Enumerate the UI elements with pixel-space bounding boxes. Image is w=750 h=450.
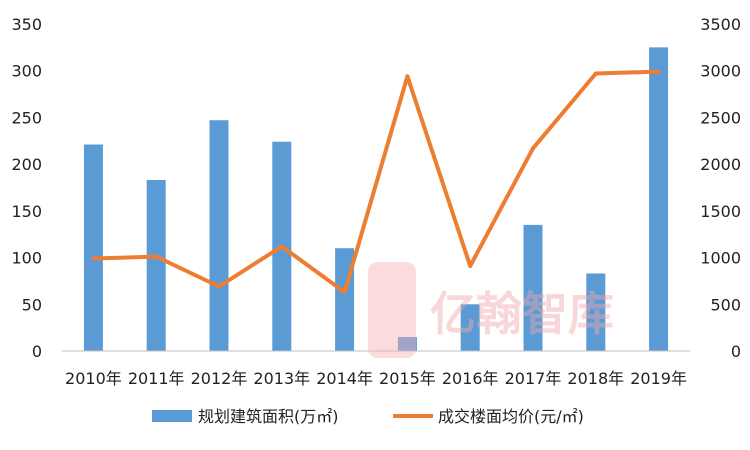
x-tick-label: 2016年 [442, 369, 499, 388]
line-point [405, 74, 410, 79]
x-tick-label: 2014年 [316, 369, 373, 388]
line-point [91, 256, 96, 261]
left-tick-label: 200 [11, 155, 42, 174]
bar [649, 47, 669, 351]
series-line [91, 69, 661, 295]
bar [523, 224, 543, 351]
watermark-logo [368, 262, 416, 358]
right-tick-label: 1500 [700, 202, 741, 221]
right-tick-label: 2000 [700, 155, 741, 174]
line-point [593, 71, 598, 76]
right-tick-label: 500 [710, 295, 741, 314]
left-tick-label: 150 [11, 202, 42, 221]
line-point [531, 146, 535, 151]
line-point [468, 263, 473, 268]
bar [146, 180, 166, 351]
legend-line-label: 成交楼面均价(元/㎡) [438, 407, 584, 426]
x-tick-label: 2012年 [191, 369, 248, 388]
left-tick-label: 0 [32, 342, 42, 361]
line-point [342, 290, 347, 295]
right-axis-ticks: 0 500 1000 1500 2000 2500 3000 3500 [700, 15, 741, 361]
line-point [656, 69, 661, 74]
x-tick-label: 2015年 [379, 369, 436, 388]
bar [83, 144, 103, 351]
right-tick-label: 0 [731, 342, 741, 361]
left-tick-label: 250 [11, 108, 42, 127]
x-axis-ticks: 2010年 2011年 2012年 2013年 2014年 2015年 2016年 2017年… [65, 369, 687, 388]
x-tick-label: 2011年 [128, 369, 185, 388]
right-tick-label: 3500 [700, 15, 741, 34]
bar [209, 120, 229, 351]
line-point [154, 254, 159, 259]
line-point [279, 244, 284, 249]
left-tick-label: 350 [11, 15, 42, 34]
legend-bar-swatch [152, 410, 192, 422]
left-axis-ticks: 0 50 100 150 200 250 300 350 [11, 15, 42, 361]
bar [397, 336, 417, 351]
right-tick-label: 2500 [700, 108, 741, 127]
watermark-text: 亿翰智库 [430, 287, 614, 341]
left-tick-label: 300 [11, 62, 42, 81]
x-tick-label: 2010年 [65, 369, 122, 388]
left-tick-label: 100 [11, 249, 42, 268]
bar [460, 304, 480, 351]
line-series [91, 69, 661, 295]
watermark: 亿翰智库 [368, 262, 614, 358]
left-tick-label: 50 [22, 295, 42, 314]
legend-bar-label: 规划建筑面积(万㎡) [198, 407, 339, 426]
right-tick-label: 3000 [700, 62, 741, 81]
x-tick-label: 2018年 [567, 369, 624, 388]
bar [586, 273, 606, 351]
x-tick-label: 2019年 [630, 369, 687, 388]
line-point [217, 284, 221, 289]
x-tick-label: 2017年 [505, 369, 562, 388]
legend: 规划建筑面积(万㎡) 成交楼面均价(元/㎡) [152, 407, 584, 426]
x-tick-label: 2013年 [253, 369, 310, 388]
right-tick-label: 1000 [700, 249, 741, 268]
